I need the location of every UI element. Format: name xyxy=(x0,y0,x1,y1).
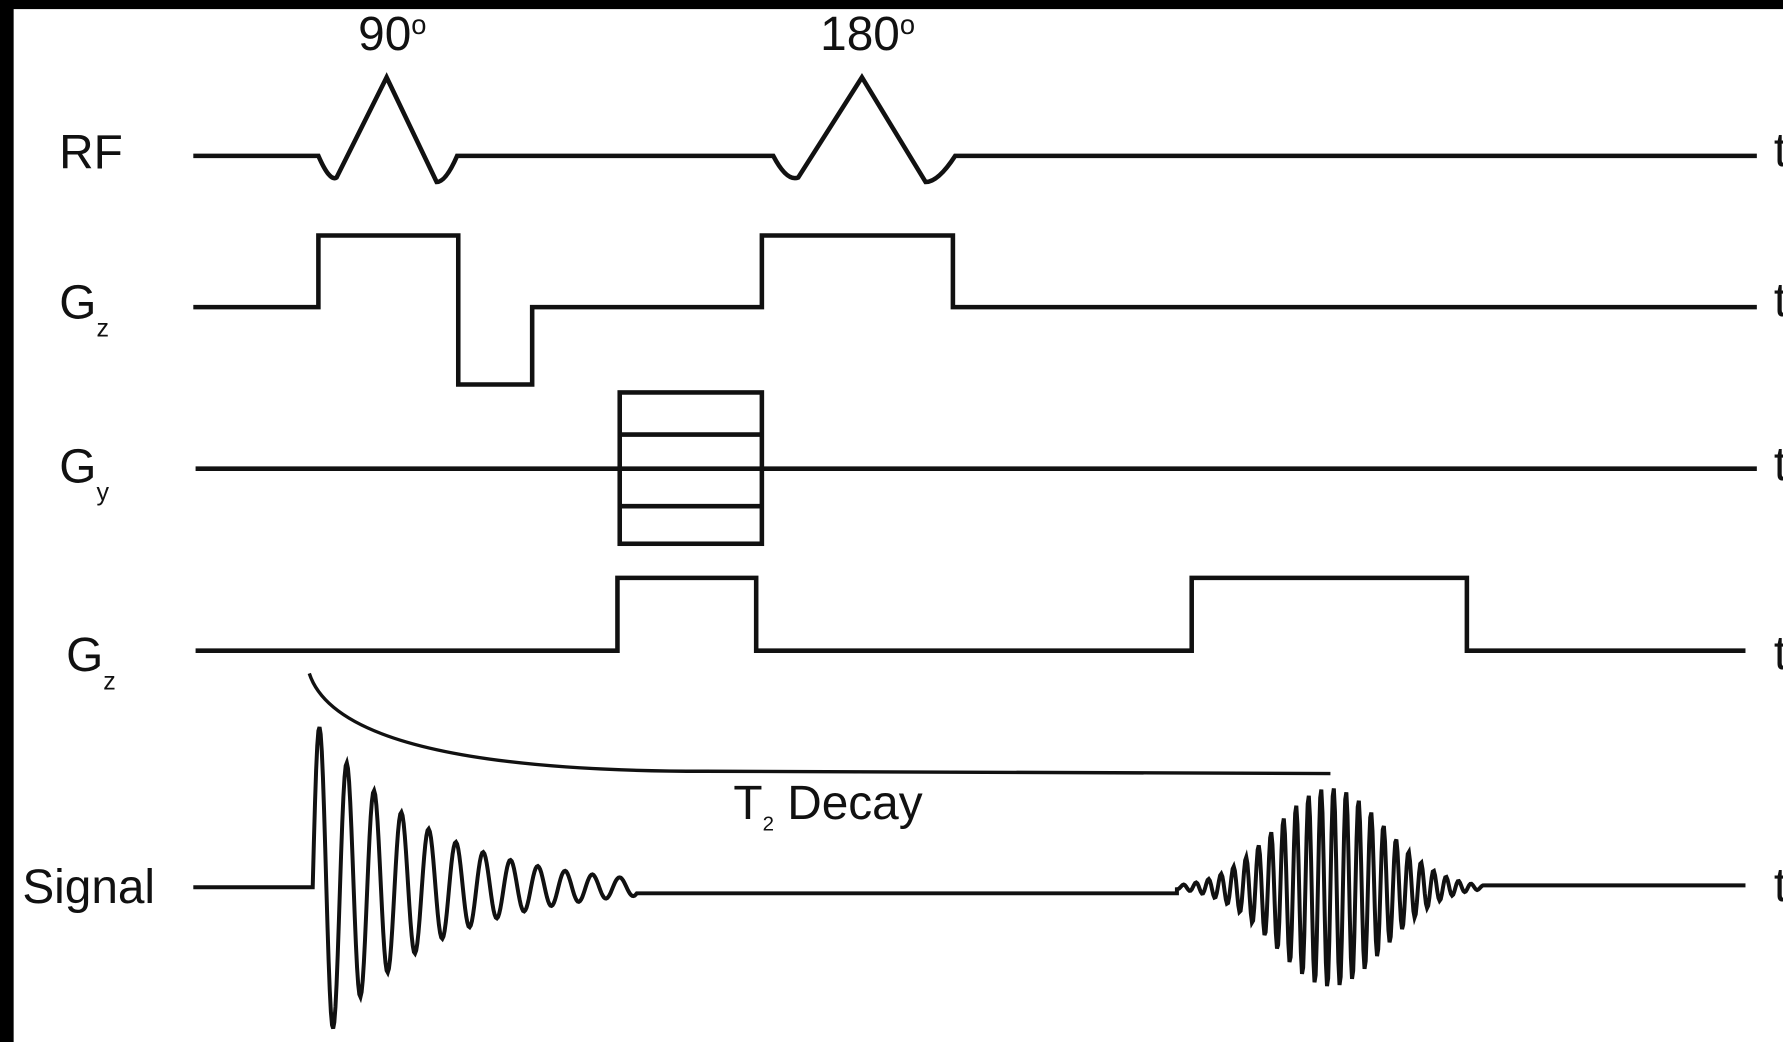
axis-label: t xyxy=(1774,859,1783,912)
row-label: Gz xyxy=(66,629,116,695)
gy-box xyxy=(617,390,765,547)
text-part: z xyxy=(103,667,116,695)
text-part: y xyxy=(96,479,109,507)
text-part: G xyxy=(59,277,96,330)
rf-line xyxy=(193,72,1757,185)
text-part: T xyxy=(733,777,762,830)
text-part: 180 xyxy=(820,8,900,61)
text-part: 90 xyxy=(358,8,411,61)
pulse-label: 180o xyxy=(820,8,915,61)
text-part: G xyxy=(66,629,103,682)
row-label: Gy xyxy=(59,440,109,506)
signal-line xyxy=(193,726,1746,1030)
text-part: RF xyxy=(59,126,123,179)
row-label: RF xyxy=(59,126,123,179)
pulse-label: 90o xyxy=(358,8,426,61)
text-part: z xyxy=(96,315,109,343)
gz-line xyxy=(193,233,1757,387)
text-part: o xyxy=(411,9,426,40)
text-part: Decay xyxy=(774,777,923,830)
text-part: t xyxy=(1774,438,1783,491)
row-label: Signal xyxy=(22,861,155,914)
decay-label: T2 Decay xyxy=(733,777,922,835)
background xyxy=(13,9,1783,1042)
text-part: 2 xyxy=(763,812,774,835)
text-part: Signal xyxy=(22,861,155,914)
axis-label: t xyxy=(1774,627,1783,680)
text-part: o xyxy=(900,9,915,40)
axis-label: t xyxy=(1774,274,1783,327)
text-part: G xyxy=(59,440,96,493)
text-part: t xyxy=(1774,124,1783,177)
text-part: t xyxy=(1774,859,1783,912)
text-part: t xyxy=(1774,627,1783,680)
row-label: Gz xyxy=(59,277,109,343)
axis-label: t xyxy=(1774,438,1783,491)
gy-steps xyxy=(619,432,762,509)
gx-line xyxy=(195,575,1746,653)
axis-label: t xyxy=(1774,124,1783,177)
labels: 90o180oRFtGztGytGztSignaltT2 Decay xyxy=(22,8,1783,914)
decay-curve xyxy=(307,672,1331,776)
text-part: t xyxy=(1774,274,1783,327)
